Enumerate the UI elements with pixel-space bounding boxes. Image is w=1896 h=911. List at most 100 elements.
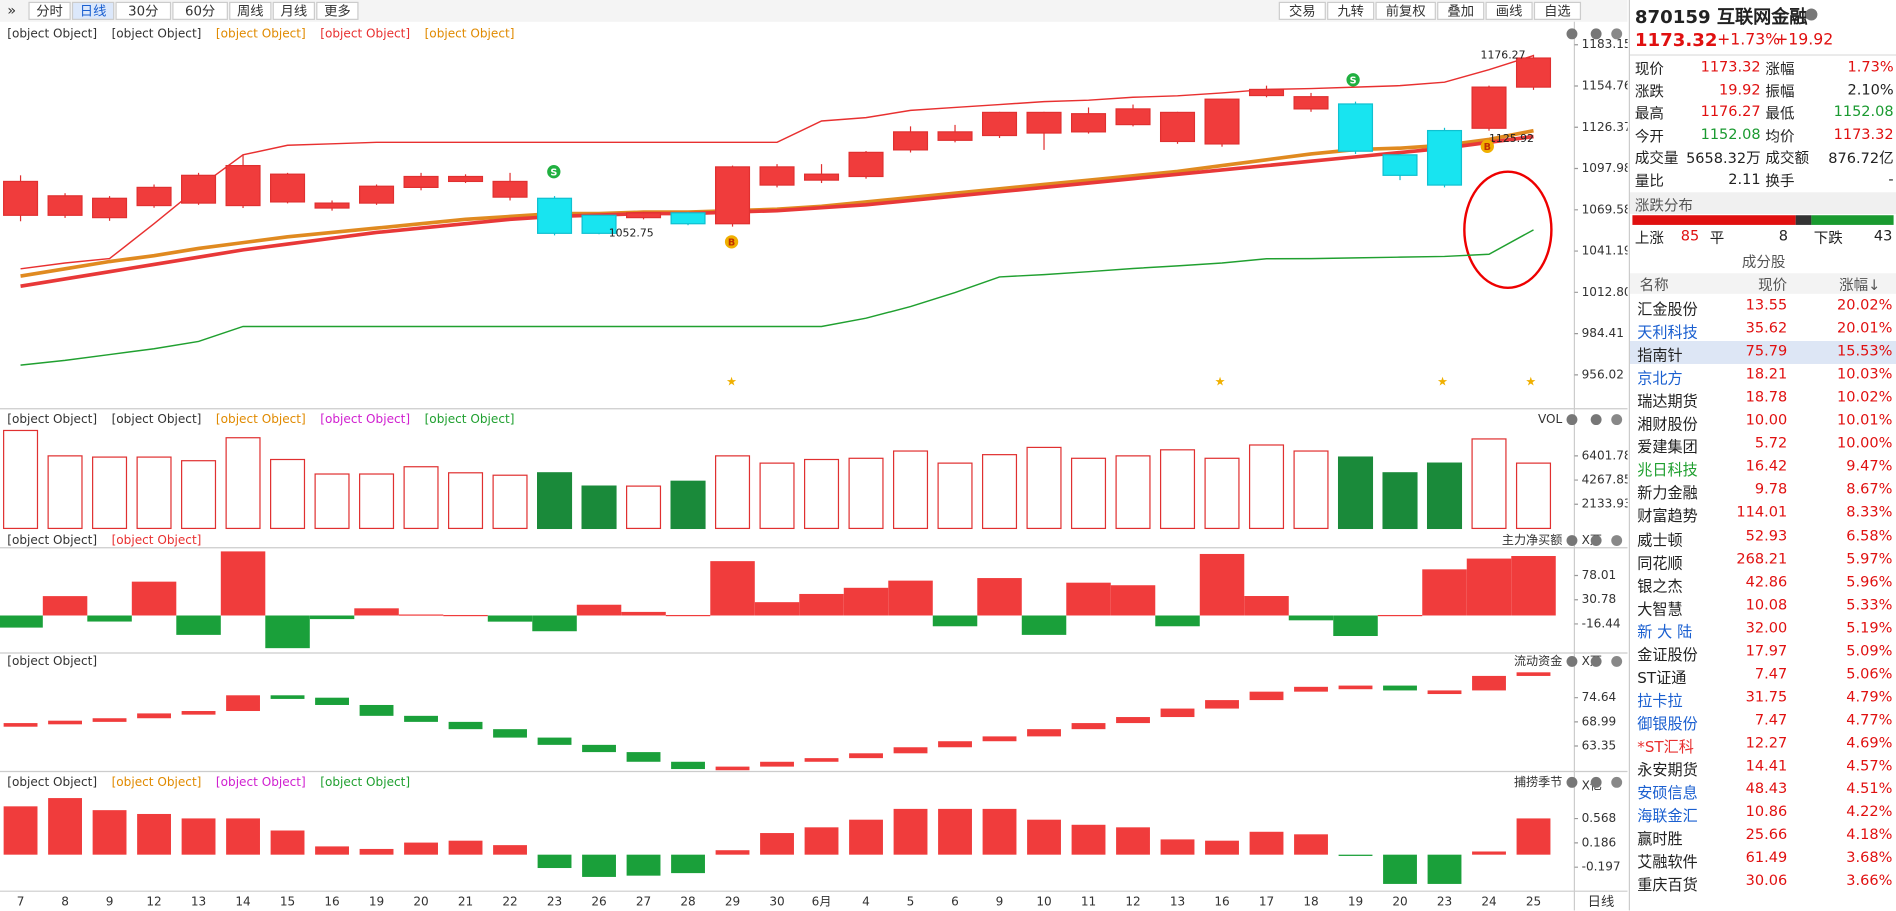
volume-bar bbox=[448, 472, 484, 530]
stock-name[interactable]: 艾融软件 bbox=[1637, 852, 1698, 871]
tool-label[interactable]: 交易 bbox=[1289, 2, 1316, 19]
tab-label[interactable]: 30分 bbox=[128, 3, 158, 19]
stock-name[interactable]: 拉卡拉 bbox=[1637, 691, 1683, 710]
pane-icon[interactable] bbox=[1611, 535, 1623, 546]
stock-price: 17.97 bbox=[1745, 641, 1788, 659]
stock-name[interactable]: 京北方 bbox=[1637, 368, 1683, 388]
stock-name[interactable]: 瑞达期货 bbox=[1637, 392, 1698, 411]
season-bar bbox=[315, 846, 349, 855]
stock-name[interactable]: 威士顿 bbox=[1637, 530, 1683, 549]
pane-icon[interactable] bbox=[1590, 414, 1602, 426]
info-icon[interactable] bbox=[1805, 8, 1818, 21]
pane-icon[interactable] bbox=[1611, 414, 1623, 426]
collapse-icon[interactable]: » bbox=[7, 3, 16, 19]
tab[interactable] bbox=[272, 1, 315, 20]
season-bar bbox=[671, 854, 705, 874]
col-header[interactable]: 涨幅↓ bbox=[1839, 276, 1881, 294]
tool-label[interactable]: 画线 bbox=[1496, 3, 1523, 19]
tool-label[interactable]: 叠加 bbox=[1447, 3, 1474, 19]
candle-body bbox=[1471, 86, 1507, 129]
pane-icon[interactable] bbox=[1611, 776, 1623, 788]
date-label: 17 bbox=[1259, 895, 1274, 909]
date-label: 18 bbox=[1303, 895, 1318, 909]
tab-label[interactable]: 分时 bbox=[36, 3, 63, 19]
pane-icon[interactable] bbox=[1590, 535, 1602, 546]
tab[interactable] bbox=[71, 1, 115, 20]
tab-label[interactable]: 月线 bbox=[281, 3, 308, 19]
y-tick-label: 63.35 bbox=[1582, 739, 1617, 753]
stock-name[interactable]: 汇金股份 bbox=[1637, 299, 1698, 319]
stock-name[interactable]: 重庆百货 bbox=[1637, 875, 1698, 894]
stock-name[interactable]: 金证股份 bbox=[1637, 645, 1698, 664]
stock-name[interactable]: 兆日科技 bbox=[1637, 461, 1698, 480]
tool-label[interactable]: 前复权 bbox=[1386, 2, 1426, 19]
candle-body bbox=[1382, 154, 1418, 176]
liquidity-bar bbox=[582, 744, 616, 753]
stock-name[interactable]: ST证通 bbox=[1637, 668, 1687, 687]
stock-name[interactable]: 银之杰 bbox=[1637, 576, 1683, 595]
stock-price: 10.08 bbox=[1745, 595, 1788, 613]
stock-name[interactable]: 新力金融 bbox=[1637, 484, 1698, 503]
flow-bar bbox=[1155, 615, 1200, 627]
tool-button[interactable] bbox=[1485, 1, 1533, 20]
stock-name[interactable]: 海联金汇 bbox=[1637, 806, 1698, 825]
pane-icon[interactable] bbox=[1566, 28, 1578, 40]
stock-name[interactable]: 大智慧 bbox=[1637, 599, 1683, 618]
y-tick-label: 1183.15 bbox=[1582, 37, 1628, 51]
stock-name[interactable]: 永安期货 bbox=[1637, 760, 1698, 779]
tool-button[interactable] bbox=[1437, 1, 1485, 20]
stock-name[interactable]: 指南针 bbox=[1637, 345, 1683, 365]
date-label: 23 bbox=[547, 895, 562, 909]
stock-name[interactable]: 赢时胜 bbox=[1637, 829, 1683, 848]
quote-label: 今开 bbox=[1634, 127, 1664, 145]
flow-bar bbox=[843, 587, 889, 616]
tab-label[interactable]: 周线 bbox=[237, 3, 264, 19]
season-bar bbox=[804, 827, 839, 855]
liquidity-bar bbox=[1071, 723, 1106, 730]
y-tick-label: 1097.98 bbox=[1582, 161, 1628, 175]
tab-label[interactable]: 60分 bbox=[185, 3, 215, 19]
stock-name[interactable]: 天利科技 bbox=[1637, 322, 1698, 342]
pane-icon[interactable] bbox=[1611, 655, 1623, 667]
pane-icon[interactable] bbox=[1590, 776, 1602, 788]
stock-name[interactable]: 财富趋势 bbox=[1637, 507, 1698, 526]
abs-change: +19.92 bbox=[1775, 31, 1834, 50]
tab[interactable] bbox=[229, 1, 272, 20]
pane-icon[interactable] bbox=[1590, 655, 1602, 667]
stock-price: 13.55 bbox=[1745, 296, 1788, 314]
tab[interactable] bbox=[172, 1, 228, 20]
tool-label[interactable]: 自选 bbox=[1544, 3, 1571, 19]
season-bar bbox=[1160, 839, 1195, 855]
stock-pct: 5.09% bbox=[1846, 641, 1893, 659]
legend-item: [object Object] bbox=[7, 533, 97, 547]
stock-name[interactable]: 爱建集团 bbox=[1637, 438, 1698, 457]
stock-name[interactable]: *ST汇科 bbox=[1637, 737, 1694, 756]
stock-name[interactable]: 同花顺 bbox=[1637, 553, 1683, 572]
tool-button[interactable] bbox=[1278, 1, 1326, 20]
pane-icon[interactable] bbox=[1590, 28, 1602, 40]
legend-item: [object Object] bbox=[112, 775, 202, 789]
pane-icon[interactable] bbox=[1566, 535, 1578, 546]
stock-name[interactable]: 御银股份 bbox=[1637, 714, 1698, 733]
tab[interactable] bbox=[28, 1, 71, 20]
tab-label[interactable]: 日线 bbox=[80, 3, 107, 19]
quote-label: 量比 bbox=[1634, 172, 1664, 190]
tool-button[interactable] bbox=[1375, 1, 1436, 20]
pane-icon[interactable] bbox=[1611, 28, 1623, 40]
tool-label[interactable]: 九转 bbox=[1337, 3, 1364, 19]
dist-up bbox=[1632, 215, 1796, 225]
stock-name[interactable]: 新 大 陆 bbox=[1637, 622, 1693, 641]
pane-icon[interactable] bbox=[1566, 776, 1578, 788]
tab[interactable] bbox=[316, 1, 359, 20]
tool-button[interactable] bbox=[1533, 1, 1582, 20]
stock-price: 75.79 bbox=[1745, 342, 1788, 360]
pane-icon[interactable] bbox=[1566, 655, 1578, 667]
tab-label[interactable]: 更多 bbox=[324, 2, 351, 19]
stock-name[interactable]: 安硕信息 bbox=[1637, 783, 1698, 802]
y-tick-label: 78.01 bbox=[1582, 568, 1617, 582]
tool-button[interactable] bbox=[1327, 1, 1375, 20]
pane-icon[interactable] bbox=[1566, 414, 1578, 426]
tab[interactable] bbox=[115, 1, 172, 20]
stock-name[interactable]: 湘财股份 bbox=[1637, 415, 1698, 434]
flow-bar bbox=[977, 578, 1022, 616]
